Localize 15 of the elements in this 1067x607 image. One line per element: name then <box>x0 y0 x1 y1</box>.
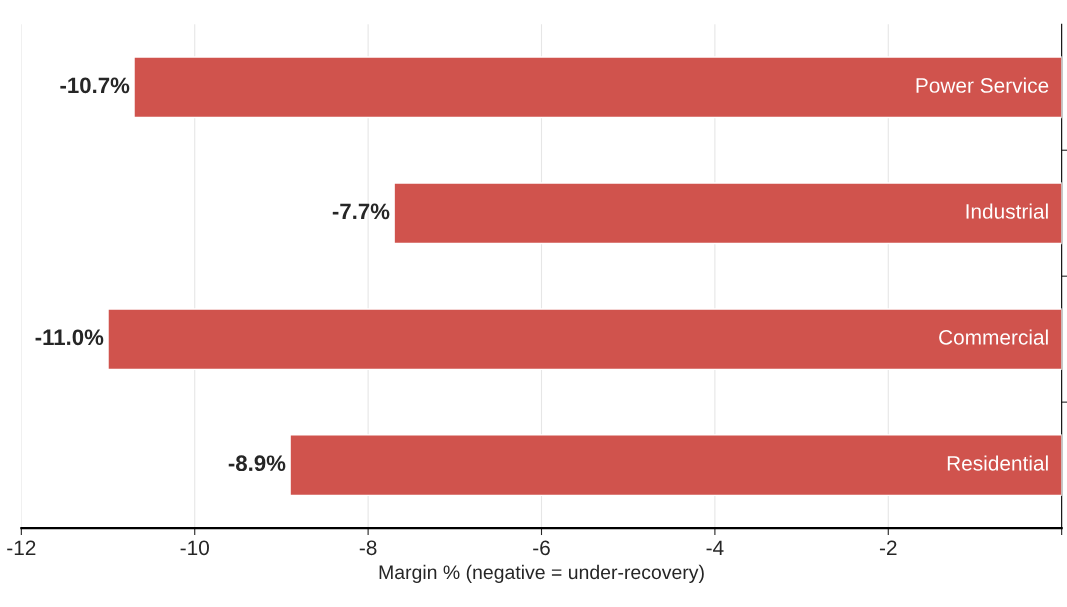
x-tick-label: -12 <box>7 540 36 555</box>
data-label: -10.7% <box>60 77 130 94</box>
y-tick-label: Power Service <box>916 77 1049 93</box>
y-tick-label: Residential <box>947 455 1048 471</box>
data-label: -11.0% <box>35 329 104 346</box>
data-label: -8.9% <box>228 455 286 472</box>
y-tick-label: Commercial <box>939 329 1048 345</box>
data-label: -7.7% <box>332 203 390 220</box>
x-axis-title: Margin % (negative = under-recovery) <box>379 564 704 583</box>
x-tick-label: -6 <box>533 540 550 556</box>
x-tick-label: -4 <box>706 540 724 555</box>
x-tick-label: -8 <box>359 540 377 556</box>
x-tick-label: -2 <box>879 540 897 555</box>
x-tick-label: -10 <box>180 540 209 556</box>
y-tick-label: Industrial <box>966 203 1048 219</box>
